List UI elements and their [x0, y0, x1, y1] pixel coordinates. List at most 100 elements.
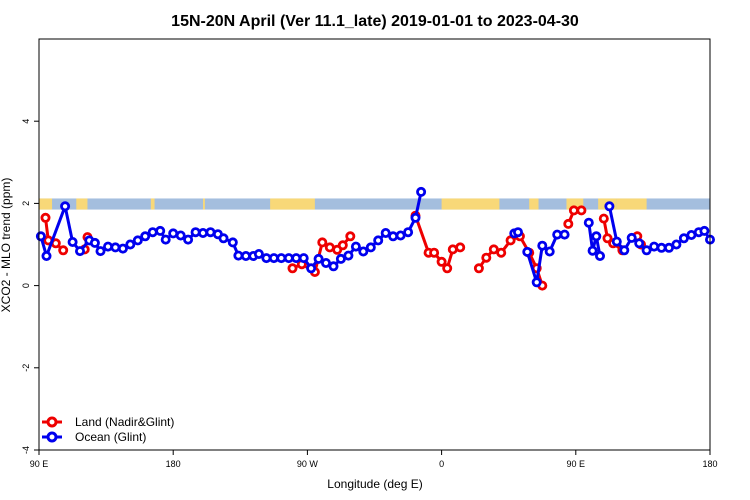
land-patch [616, 198, 647, 210]
legend-item-ocean: Ocean (Glint) [42, 430, 146, 444]
legend-land-marker [46, 416, 58, 428]
data-point [287, 263, 298, 274]
x-tick-label: 90 E [30, 459, 49, 469]
data-point [197, 227, 208, 238]
data-point [664, 242, 675, 253]
data-point [75, 246, 86, 257]
data-point [595, 250, 606, 261]
data-point [35, 231, 46, 242]
legend-ocean-label: Ocean (Glint) [75, 430, 146, 444]
y-tick-label: -2 [21, 364, 31, 372]
data-point [306, 263, 317, 274]
data-point [395, 230, 406, 241]
y-tick-label: 4 [21, 119, 31, 124]
data-point [598, 213, 609, 224]
data-point [117, 243, 128, 254]
data-point [388, 231, 399, 242]
data-point [317, 237, 328, 248]
data-point [634, 238, 645, 249]
data-point [350, 241, 361, 252]
data-point [140, 231, 151, 242]
x-tick-label: 90 W [297, 459, 319, 469]
data-point [473, 263, 484, 274]
data-point [416, 186, 427, 197]
data-point [619, 245, 630, 256]
data-point [147, 227, 158, 238]
land-patch [150, 198, 155, 210]
plot-frame [38, 38, 711, 451]
data-point [328, 261, 339, 272]
data-point [60, 201, 71, 212]
x-axis-label: Longitude (deg E) [327, 477, 422, 491]
data-point [604, 201, 615, 212]
data-point [218, 233, 229, 244]
y-tick-label: 2 [21, 201, 31, 206]
legend: Land (Nadir&Glint) Ocean (Glint) [42, 415, 174, 444]
data-point [563, 218, 574, 229]
data-point [67, 236, 78, 247]
x-tick-label: 180 [702, 459, 717, 469]
land-patch [39, 198, 53, 210]
data-point [110, 242, 121, 253]
data-point [358, 246, 369, 257]
data-point [436, 256, 447, 267]
data-point [678, 233, 689, 244]
data-point [253, 248, 264, 259]
data-point [313, 253, 324, 264]
data-point [488, 244, 499, 255]
chart-title: 15N-20N April (Ver 11.1_late) 2019-01-01… [171, 13, 579, 30]
data-point [583, 217, 594, 228]
legend-land-label: Land (Nadir&Glint) [75, 415, 174, 429]
series-ocean [35, 186, 716, 288]
legend-ocean-marker [46, 431, 58, 443]
data-point [505, 235, 516, 246]
data-point [455, 242, 466, 253]
data-point [410, 212, 421, 223]
data-point [576, 205, 587, 216]
data-point [320, 257, 331, 268]
data-point [522, 246, 533, 257]
series-layer [35, 186, 716, 291]
data-point [89, 237, 100, 248]
data-point [132, 235, 143, 246]
data-point [671, 239, 682, 250]
data-point [626, 232, 637, 243]
data-point [160, 234, 171, 245]
series-line [587, 222, 602, 257]
data-point [95, 246, 106, 257]
data-point [335, 253, 346, 264]
data-point [345, 231, 356, 242]
land-patch [203, 198, 205, 210]
land-patch [529, 198, 539, 210]
y-axis-label: XCO2 - MLO trend (ppm) [0, 178, 13, 313]
data-point [155, 225, 166, 236]
legend-item-land: Land (Nadir&Glint) [42, 415, 174, 429]
data-point [343, 250, 354, 261]
data-point [591, 231, 602, 242]
data-point [183, 234, 194, 245]
data-point [175, 230, 186, 241]
data-point [587, 245, 598, 256]
data-point [227, 237, 238, 248]
data-point [442, 263, 453, 274]
y-tick-label: 0 [21, 283, 31, 288]
land-patch [270, 198, 315, 210]
data-point [481, 252, 492, 263]
x-tick-label: 180 [166, 459, 181, 469]
data-point [41, 250, 52, 261]
y-axis: -4 -2 0 2 4 [21, 119, 39, 454]
data-point [496, 247, 507, 258]
land-patch [76, 198, 88, 210]
data-point [40, 212, 51, 223]
data-point [649, 241, 660, 252]
data-point [544, 246, 555, 257]
ocean-band [39, 198, 710, 210]
x-tick-label: 90 E [567, 459, 586, 469]
y-tick-label: -4 [21, 446, 31, 454]
data-point [337, 240, 348, 251]
data-point [125, 239, 136, 250]
data-point [559, 229, 570, 240]
data-point [380, 227, 391, 238]
data-point [531, 277, 542, 288]
